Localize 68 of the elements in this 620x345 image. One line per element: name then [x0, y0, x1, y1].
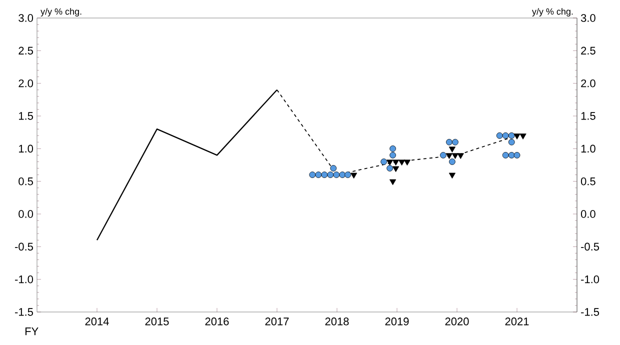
point — [502, 152, 509, 158]
point — [496, 132, 503, 139]
y-axis-title: y/y % chg. — [40, 8, 82, 16]
y2-tick-label: 1.5 — [581, 112, 596, 120]
point — [309, 172, 316, 178]
y2-tick-label: 1.0 — [581, 144, 596, 153]
y-tick-label: -1.5 — [15, 308, 33, 316]
x-tick-label: 2014 — [85, 318, 109, 326]
point — [390, 152, 396, 158]
point — [386, 160, 394, 166]
y2-tick-label: 3.0 — [580, 14, 596, 22]
y-tick-label: -1.0 — [15, 275, 34, 284]
y2-axis-title: y/y % chg. — [532, 8, 573, 16]
x-tick-label: 2015 — [145, 318, 169, 326]
point — [350, 172, 358, 179]
y-tick-label: -0.5 — [15, 242, 33, 251]
point — [392, 160, 400, 166]
y-tick-label: 0.0 — [18, 210, 34, 218]
point — [380, 158, 388, 165]
y2-tick-label: 2.5 — [581, 46, 596, 55]
point — [386, 165, 393, 172]
point — [344, 172, 351, 178]
point — [508, 132, 515, 139]
y-tick-label: 2.0 — [18, 79, 34, 88]
point — [440, 152, 446, 158]
point — [452, 153, 459, 159]
point — [446, 153, 453, 159]
point — [508, 138, 515, 146]
x-tick-label: 2018 — [325, 318, 349, 326]
point — [392, 166, 400, 172]
point — [452, 138, 458, 146]
y2-tick-label: 0.0 — [580, 210, 596, 218]
point — [315, 172, 322, 178]
y2-tick-label: 2.0 — [581, 79, 596, 88]
y-tick-label: 2.5 — [18, 46, 33, 55]
x-tick-label: 2019 — [385, 318, 409, 326]
y-tick-label: 3.0 — [18, 14, 34, 22]
y-tick-label: 0.5 — [18, 177, 33, 186]
point — [404, 160, 411, 166]
point — [457, 153, 464, 159]
y-tick-label: 1.0 — [19, 144, 34, 153]
point — [508, 152, 515, 158]
point — [330, 165, 337, 172]
point — [390, 145, 396, 152]
point — [398, 160, 406, 166]
y2-tick-label: 0.5 — [580, 177, 596, 186]
y-tick-label: 1.5 — [19, 112, 33, 120]
point — [333, 172, 340, 178]
point — [339, 172, 346, 178]
point — [389, 179, 396, 186]
point — [514, 152, 520, 158]
y2-tick-label: -1.5 — [581, 308, 600, 316]
point — [446, 138, 452, 146]
point — [502, 132, 509, 139]
x-tick-label: 2016 — [205, 318, 229, 326]
point — [449, 158, 456, 165]
point — [321, 172, 328, 178]
y2-tick-label: -1.0 — [581, 275, 600, 284]
point — [514, 134, 520, 140]
point — [520, 134, 526, 140]
point — [327, 172, 334, 178]
x-axis-title: FY — [25, 328, 38, 336]
point — [448, 172, 456, 179]
y2-tick-label: -0.5 — [581, 242, 600, 251]
x-tick-label: 2017 — [265, 318, 289, 326]
x-tick-label: 2021 — [505, 318, 529, 326]
point — [448, 146, 456, 152]
x-tick-label: 2020 — [445, 318, 469, 326]
